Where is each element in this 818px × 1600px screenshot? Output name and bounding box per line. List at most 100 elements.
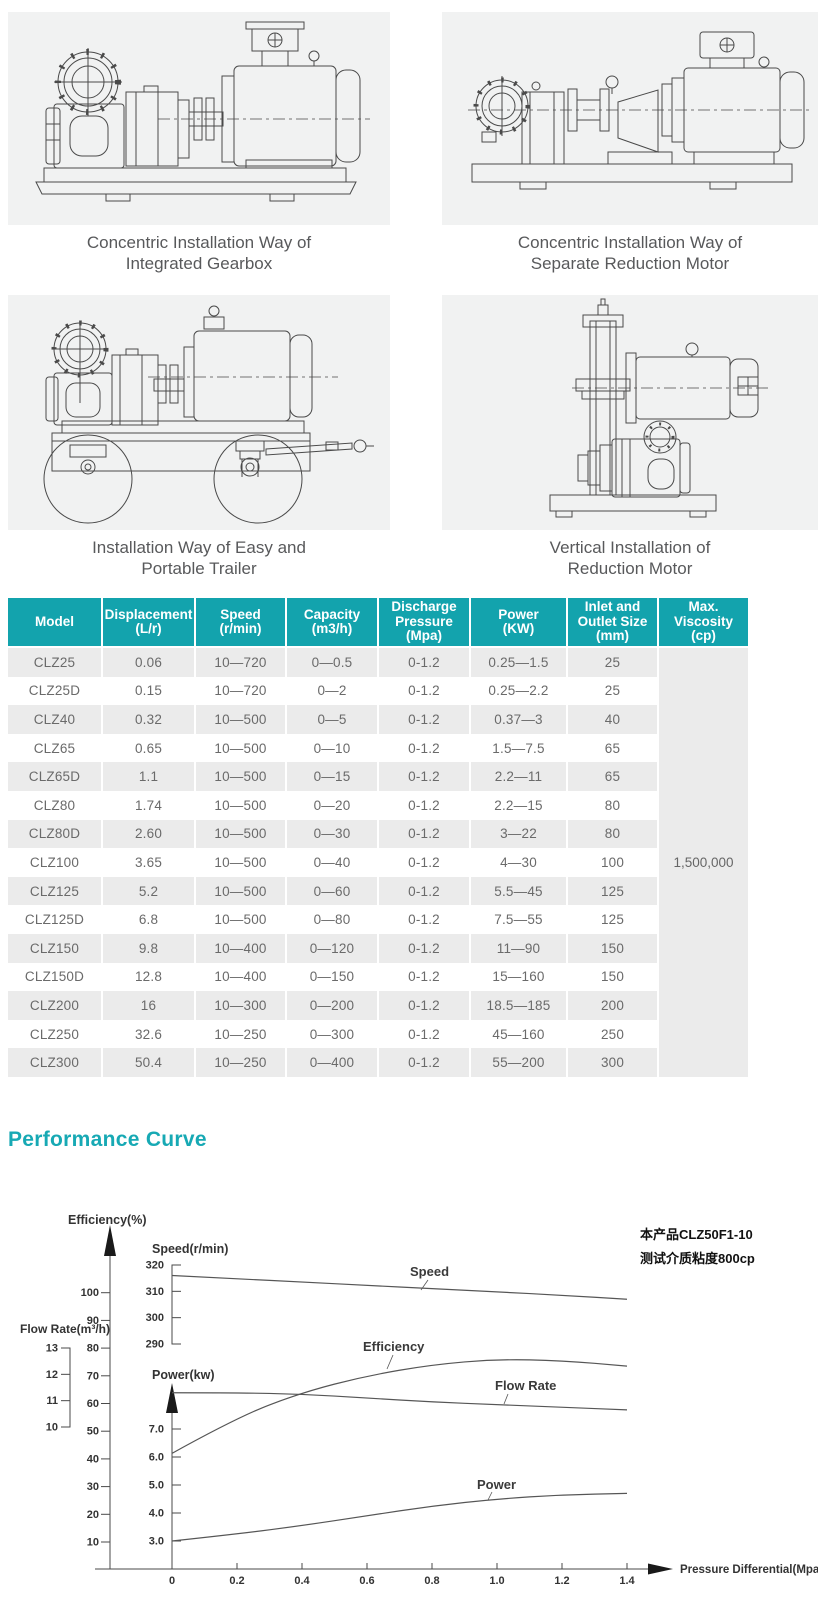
table-cell: 0—80: [285, 905, 377, 934]
power-tick-label: 4.0: [149, 1508, 164, 1520]
table-cell: 32.6: [101, 1019, 194, 1049]
curve-label-leader: [386, 1354, 394, 1370]
efficiency-tick-label: 90: [87, 1315, 99, 1327]
x-tick-label: 0.2: [229, 1575, 244, 1587]
col-header-capacity: Capacity (m3/h): [285, 598, 377, 648]
efficiency-tick-label: 10: [87, 1537, 99, 1549]
x-tick-label: 1.2: [554, 1575, 569, 1587]
table-cell: CLZ80D: [8, 819, 101, 849]
table-cell: 3.65: [101, 848, 194, 877]
table-cell: 9.8: [101, 933, 194, 963]
table-cell: CLZ150: [8, 933, 101, 963]
table-cell: 0—15: [285, 762, 377, 791]
x-tick-label: 1.4: [619, 1575, 635, 1587]
table-cell: 125: [566, 876, 657, 906]
efficiency-tick-label: 70: [87, 1370, 99, 1382]
col-header-speed: Speed (r/min): [194, 598, 285, 648]
speed-tick-label: 300: [146, 1312, 164, 1324]
curve-flow: [171, 1392, 628, 1411]
table-cell: 10—250: [194, 1019, 285, 1049]
table-cell: 300: [566, 1048, 657, 1077]
table-cell: 0-1.2: [377, 676, 469, 706]
power-axis-arrow-icon: [166, 1383, 178, 1413]
panel-integrated-gearbox: [8, 12, 390, 225]
efficiency-tick-label: 80: [87, 1343, 99, 1355]
table-cell: 65: [566, 762, 657, 791]
efficiency-axis-arrow-icon: [104, 1225, 116, 1256]
table-cell: 10—500: [194, 905, 285, 934]
table-cell: 2.60: [101, 819, 194, 849]
table-cell: 10—500: [194, 790, 285, 820]
power-tick-label: 7.0: [149, 1424, 164, 1436]
table-cell: 10—500: [194, 876, 285, 906]
col-header-max-viscosity: Max. Viscosity (cp): [657, 598, 748, 648]
table-cell: CLZ25: [8, 648, 101, 677]
table-cell: 65: [566, 733, 657, 763]
table-cell: 0.37—3: [469, 705, 566, 734]
caption-vertical-installation: Vertical Installation of Reduction Motor: [549, 538, 711, 578]
table-cell: 0—150: [285, 962, 377, 992]
table-cell: 10—720: [194, 648, 285, 677]
table-cell: 0—200: [285, 991, 377, 1020]
table-cell: 0-1.2: [377, 991, 469, 1020]
table-cell: 6.8: [101, 905, 194, 934]
x-tick-label: 0: [169, 1575, 175, 1587]
table-cell: 0.06: [101, 648, 194, 677]
table-cell: 25: [566, 648, 657, 677]
table-cell: 11—90: [469, 933, 566, 963]
vertical-installation-drawing: [549, 298, 772, 518]
table-cell: CLZ80: [33, 797, 76, 813]
flow-axis-bracket: [61, 1347, 71, 1428]
portable-trailer-drawing: [43, 305, 374, 524]
caption-integrated-gearbox: Concentric Installation Way of Integrate…: [86, 233, 312, 273]
table-cell: 0-1.2: [377, 876, 469, 906]
curve-power: [171, 1492, 628, 1542]
chart-annotation-line1: 本产品CLZ50F1-10: [640, 1227, 753, 1242]
caption-separate-reduction-motor: Concentric Installation Way of Separate …: [517, 233, 743, 273]
table-cell: 150: [566, 962, 657, 992]
table-cell: 0.15: [101, 676, 194, 706]
table-cell: 10—300: [194, 991, 285, 1020]
table-cell: CLZ150D: [24, 969, 85, 985]
table-cell: 0—30: [285, 819, 377, 849]
table-cell: 0—0.5: [285, 648, 377, 677]
table-cell: 15—160: [469, 962, 566, 992]
flow-tick-label: 12: [46, 1369, 58, 1381]
table-cell: 16: [101, 991, 194, 1020]
table-cell: 0-1.2: [377, 905, 469, 934]
power-tick-label: 6.0: [149, 1452, 164, 1464]
table-cell: 40: [566, 705, 657, 734]
table-cell: 10—400: [194, 962, 285, 992]
table-cell: 55—200: [469, 1048, 566, 1077]
table-cell: 0-1.2: [377, 1048, 469, 1077]
table-cell: CLZ125D: [24, 912, 85, 928]
table-cell: 10—250: [194, 1048, 285, 1077]
col-header-inlet-outlet: Inlet and Outlet Size (mm): [566, 598, 657, 648]
table-cell: 3—22: [469, 819, 566, 849]
table-cell: CLZ200: [8, 991, 101, 1020]
x-axis-label: Pressure Differential(Mpa): [680, 1564, 818, 1576]
x-axis-arrow-icon: [648, 1563, 673, 1575]
max-viscosity-merged-cell: 1,500,000: [657, 648, 748, 1077]
curve-label-speed: Speed: [410, 1264, 449, 1279]
table-cell: 200: [566, 991, 657, 1020]
table-cell: CLZ100: [29, 854, 80, 870]
separate-reduction-motor-drawing: [468, 31, 812, 190]
integrated-gearbox-drawing: [35, 21, 370, 202]
table-cell: 125: [566, 905, 657, 934]
table-cell: 4—30: [469, 848, 566, 877]
table-cell: 0—40: [285, 848, 377, 877]
table-cell: 0—5: [285, 705, 377, 734]
x-tick-label: 0.6: [359, 1575, 374, 1587]
table-cell: 0-1.2: [377, 819, 469, 849]
speed-axis-bracket: [171, 1264, 181, 1345]
table-cell: 0—300: [285, 1019, 377, 1049]
table-cell: 150: [566, 933, 657, 963]
caption-portable-trailer: Installation Way of Easy and Portable Tr…: [92, 538, 306, 578]
table-cell: 0-1.2: [377, 933, 469, 963]
performance-curve-title: Performance Curve: [8, 1128, 207, 1151]
table-cell: 0-1.2: [377, 705, 469, 734]
panel-portable-trailer: [8, 295, 390, 530]
table-cell: 7.5—55: [469, 905, 566, 934]
efficiency-tick-label: 20: [87, 1509, 99, 1521]
